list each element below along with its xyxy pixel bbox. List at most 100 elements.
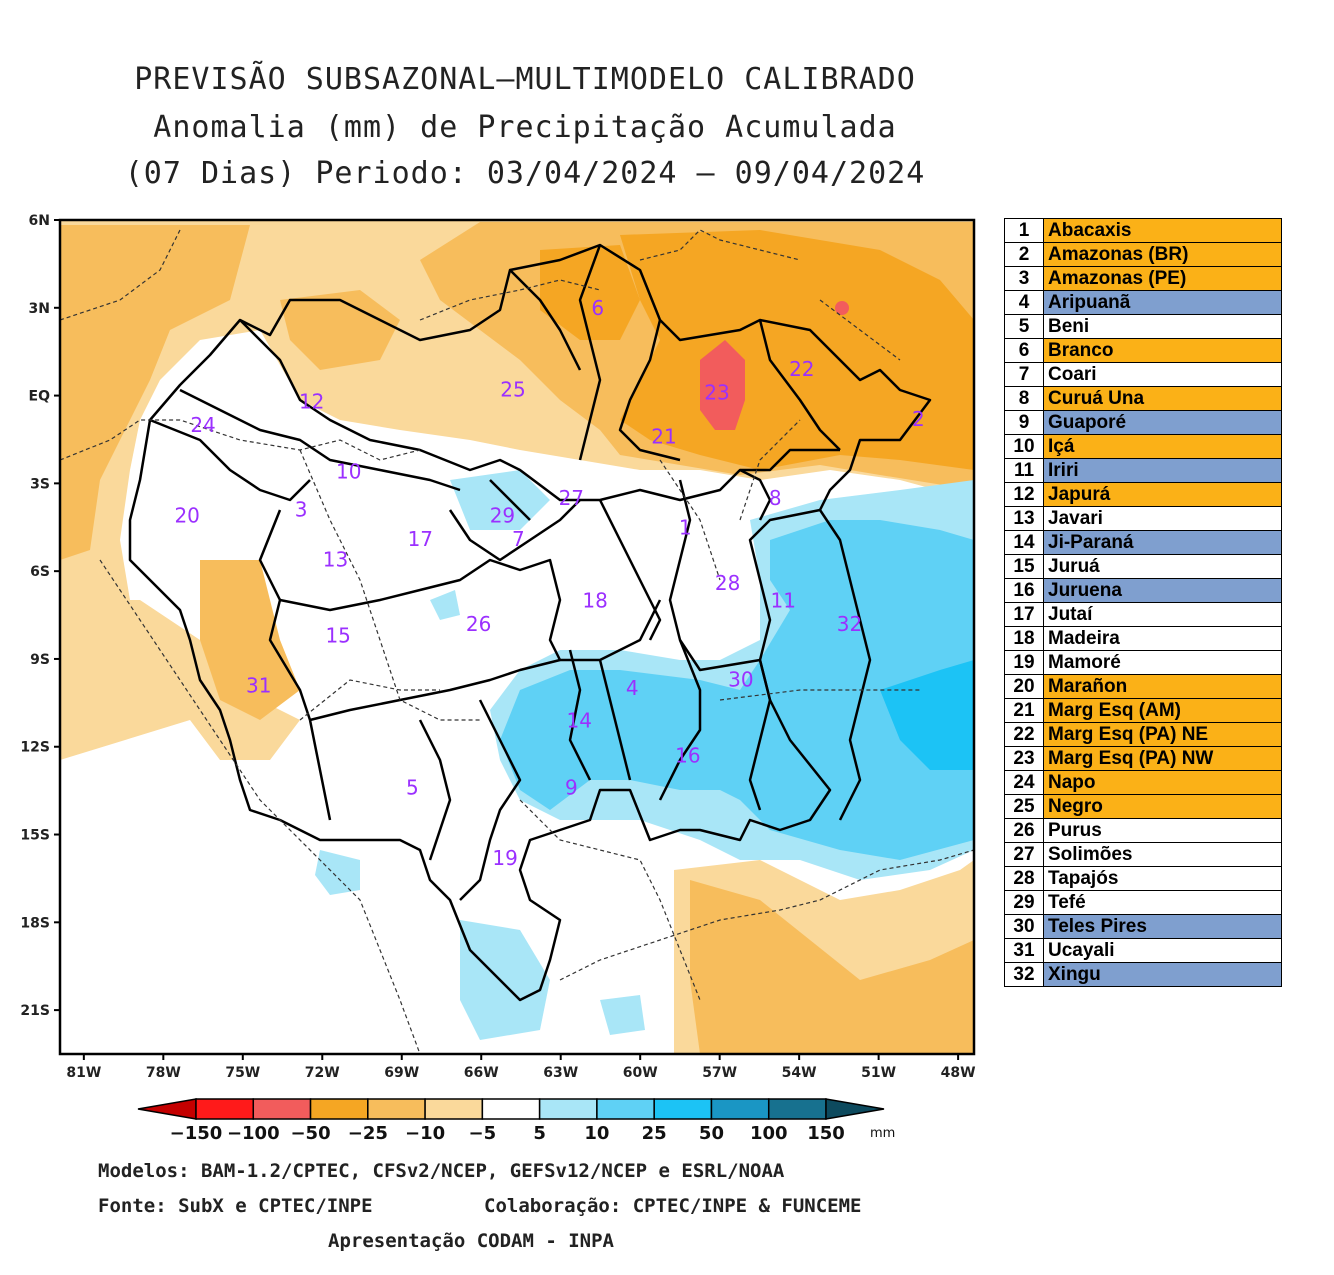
light-blue-area-south bbox=[460, 920, 550, 1040]
legend-row: 20 Marañon bbox=[1004, 674, 1282, 699]
colorbar-label: 5 bbox=[533, 1123, 546, 1144]
legend-basin-name: Napo bbox=[1043, 770, 1282, 795]
legend-number: 12 bbox=[1004, 482, 1044, 507]
legend-number: 30 bbox=[1004, 914, 1044, 939]
legend-row: 4 Aripuanã bbox=[1004, 290, 1282, 315]
colorbar-label: −10 bbox=[405, 1123, 445, 1144]
legend-row: 18 Madeira bbox=[1004, 626, 1282, 651]
orange-area-colombia bbox=[280, 290, 400, 370]
legend-basin-name: Marg Esq (PA) NE bbox=[1043, 722, 1282, 747]
legend-number: 10 bbox=[1004, 434, 1044, 459]
footer-source: Fonte: SubX e CPTEC/INPE bbox=[98, 1195, 373, 1217]
legend-row: 31 Ucayali bbox=[1004, 938, 1282, 963]
basin-label-2: 2 bbox=[912, 407, 925, 431]
basin-label-23: 23 bbox=[704, 381, 729, 405]
basin-legend: 1 Abacaxis 2 Amazonas (BR) 3 Amazonas (PE) 4 Ar… bbox=[1004, 218, 1282, 987]
map-title: PREVISÃO SUBSAZONAL–MULTIMODELO CALIBRAD… bbox=[134, 62, 916, 97]
lon-label: 75W bbox=[225, 1065, 260, 1081]
lat-label: 3N bbox=[29, 301, 50, 317]
legend-basin-name: Ji-Paraná bbox=[1043, 530, 1282, 555]
basin-label-14: 14 bbox=[567, 708, 592, 732]
legend-number: 19 bbox=[1004, 650, 1044, 675]
legend-row: 29 Tefé bbox=[1004, 890, 1282, 915]
legend-row: 14 Ji-Paraná bbox=[1004, 530, 1282, 555]
legend-basin-name: Juruá bbox=[1043, 554, 1282, 579]
colorbar-segment bbox=[710, 1098, 770, 1120]
light-blue-area-bolivia bbox=[315, 850, 360, 895]
light-orange-area-west bbox=[60, 600, 300, 760]
colorbar-label: 10 bbox=[584, 1123, 609, 1144]
legend-basin-name: Teles Pires bbox=[1043, 914, 1282, 939]
legend-basin-name: Tefé bbox=[1043, 890, 1282, 915]
basin-label-24: 24 bbox=[190, 413, 215, 437]
anomaly-map: 6N 3N EQ 3S 6S 9S 12S 15S 18S 21S 81W 78W 75W 72W 69W… bbox=[20, 213, 976, 1144]
basin-label-9: 9 bbox=[565, 776, 578, 800]
basin-label-15: 15 bbox=[325, 624, 350, 648]
legend-basin-name: Xingu bbox=[1043, 962, 1282, 987]
basin-label-3: 3 bbox=[295, 498, 308, 522]
basin-number-labels: 1234567891011121314151617181920212223242… bbox=[174, 296, 924, 870]
colorbar-label: 150 bbox=[807, 1123, 845, 1144]
basin-label-22: 22 bbox=[789, 357, 814, 381]
legend-number: 7 bbox=[1004, 362, 1044, 387]
basin-label-7: 7 bbox=[512, 527, 525, 551]
legend-basin-name: Japurá bbox=[1043, 482, 1282, 507]
colorbar-segment bbox=[252, 1098, 312, 1120]
colorbar-segment bbox=[767, 1098, 827, 1120]
cyan-area-east bbox=[880, 660, 974, 770]
legend-number: 29 bbox=[1004, 890, 1044, 915]
anomaly-fields bbox=[60, 220, 974, 1054]
lat-label: 9S bbox=[30, 652, 50, 668]
legend-row: 7 Coari bbox=[1004, 362, 1282, 387]
lat-axis: 6N 3N EQ 3S 6S 9S 12S 15S 18S 21S bbox=[20, 213, 60, 1019]
legend-basin-name: Purus bbox=[1043, 818, 1282, 843]
legend-basin-name: Coari bbox=[1043, 362, 1282, 387]
legend-basin-name: Jutaí bbox=[1043, 602, 1282, 627]
legend-row: 5 Beni bbox=[1004, 314, 1282, 339]
lat-label: 18S bbox=[20, 915, 50, 931]
legend-row: 9 Guaporé bbox=[1004, 410, 1282, 435]
legend-row: 23 Marg Esq (PA) NW bbox=[1004, 746, 1282, 771]
colorbar-label: −150 bbox=[170, 1123, 223, 1144]
lon-label: 48W bbox=[941, 1065, 976, 1081]
lat-label: 6N bbox=[29, 213, 50, 229]
legend-number: 31 bbox=[1004, 938, 1044, 963]
basin-label-17: 17 bbox=[408, 527, 433, 551]
legend-basin-name: Beni bbox=[1043, 314, 1282, 339]
legend-number: 16 bbox=[1004, 578, 1044, 603]
legend-number: 2 bbox=[1004, 242, 1044, 267]
legend-basin-name: Amazonas (BR) bbox=[1043, 242, 1282, 267]
legend-number: 22 bbox=[1004, 722, 1044, 747]
legend-basin-name: Branco bbox=[1043, 338, 1282, 363]
orange-area-peru bbox=[200, 560, 300, 720]
legend-basin-name: Marg Esq (PA) NW bbox=[1043, 746, 1282, 771]
colorbar-left-arrow bbox=[137, 1098, 197, 1120]
colorbar-right-arrow bbox=[825, 1098, 885, 1120]
lon-label: 57W bbox=[702, 1065, 737, 1081]
basin-label-21: 21 bbox=[651, 425, 676, 449]
legend-row: 21 Marg Esq (AM) bbox=[1004, 698, 1282, 723]
legend-basin-name: Mamoré bbox=[1043, 650, 1282, 675]
legend-row: 27 Solimões bbox=[1004, 842, 1282, 867]
legend-basin-name: Marg Esq (AM) bbox=[1043, 698, 1282, 723]
legend-basin-name: Tapajós bbox=[1043, 866, 1282, 891]
legend-number: 27 bbox=[1004, 842, 1044, 867]
legend-number: 5 bbox=[1004, 314, 1044, 339]
legend-row: 25 Negro bbox=[1004, 794, 1282, 819]
legend-row: 22 Marg Esq (PA) NE bbox=[1004, 722, 1282, 747]
country-borders bbox=[60, 229, 974, 1054]
footer-collaboration: Colaboração: CPTEC/INPE & FUNCEME bbox=[484, 1195, 862, 1217]
map-frame bbox=[58, 218, 976, 1056]
lat-label: 12S bbox=[20, 740, 50, 756]
basin-label-31: 31 bbox=[246, 673, 271, 697]
legend-basin-name: Juruena bbox=[1043, 578, 1282, 603]
legend-row: 26 Purus bbox=[1004, 818, 1282, 843]
lon-label: 63W bbox=[543, 1065, 578, 1081]
legend-number: 1 bbox=[1004, 218, 1044, 243]
orange-area-north bbox=[60, 225, 250, 560]
colorbar-segment bbox=[653, 1098, 713, 1120]
legend-row: 13 Javari bbox=[1004, 506, 1282, 531]
red-spot bbox=[835, 301, 849, 315]
legend-basin-name: Guaporé bbox=[1043, 410, 1282, 435]
basin-label-32: 32 bbox=[837, 612, 862, 636]
